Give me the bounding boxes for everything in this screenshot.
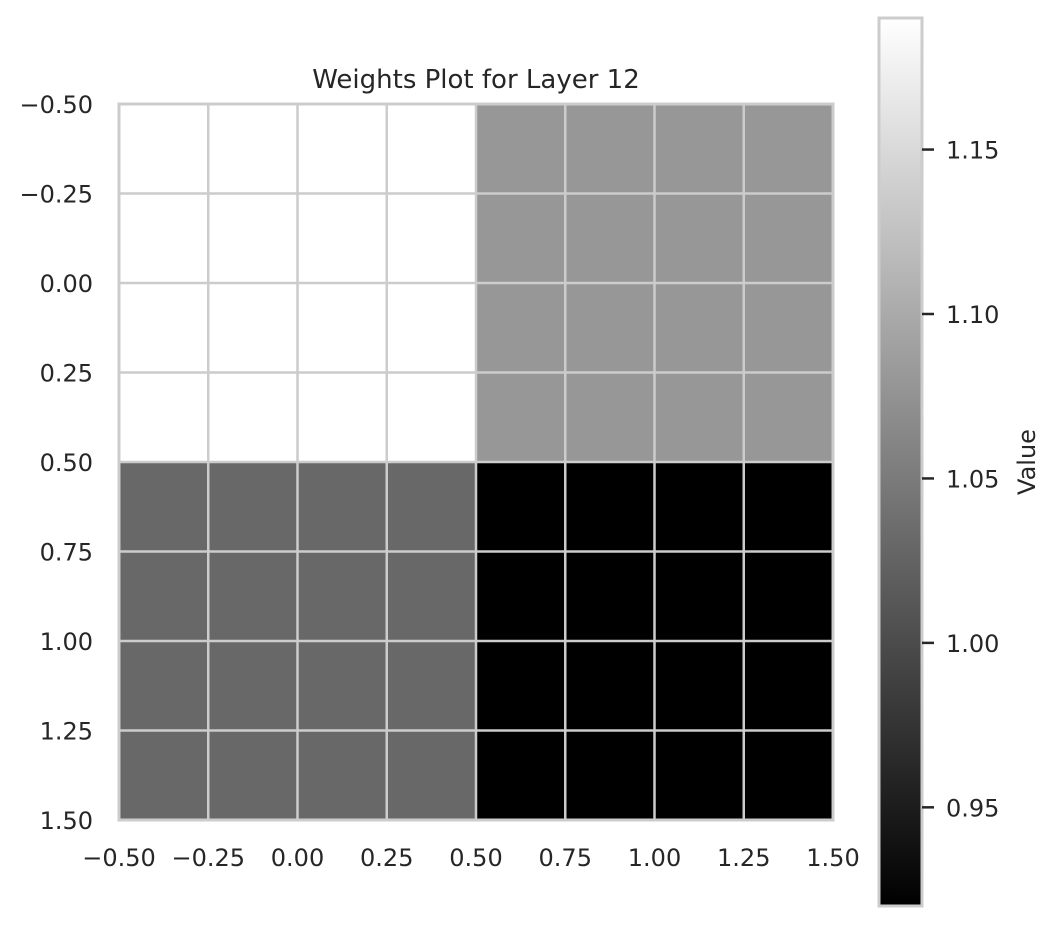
y-tick-label: 0.00 <box>40 270 93 298</box>
x-tick-label: −0.50 <box>82 844 156 872</box>
plot-frame <box>117 102 835 822</box>
colorbar <box>877 16 924 908</box>
x-tick-label: 0.00 <box>271 844 324 872</box>
colorbar-tick-label: 1.05 <box>946 465 999 493</box>
x-axis: −0.50 −0.25 0.00 0.25 0.50 0.75 1.00 1.25 1.50 <box>82 844 859 872</box>
y-tick-label: −0.25 <box>19 181 93 209</box>
y-tick-label: 1.50 <box>40 807 93 835</box>
x-tick-label: 0.50 <box>449 844 502 872</box>
chart-title: Weights Plot for Layer 12 <box>312 65 640 95</box>
colorbar-tick-label: 1.00 <box>946 630 999 658</box>
y-tick-label: 1.00 <box>40 628 93 656</box>
y-tick-label: 0.50 <box>40 449 93 477</box>
y-tick-label: 1.25 <box>40 718 93 746</box>
x-tick-label: 0.75 <box>539 844 592 872</box>
x-tick-label: −0.25 <box>171 844 245 872</box>
colorbar-tick-label: 1.15 <box>946 137 999 165</box>
colorbar-tick-label: 1.10 <box>946 301 999 329</box>
colorbar-ticks: 0.95 1.00 1.05 1.10 1.15 <box>922 137 999 822</box>
x-tick-label: 1.50 <box>806 844 859 872</box>
y-axis: −0.50 −0.25 0.00 0.25 0.50 0.75 1.00 1.25 1.50 <box>19 91 93 835</box>
colorbar-tick-label: 0.95 <box>946 794 999 822</box>
y-tick-label: −0.50 <box>19 91 93 119</box>
colorbar-label: Value <box>1013 429 1041 495</box>
y-tick-label: 0.25 <box>40 360 93 388</box>
x-tick-label: 0.25 <box>360 844 413 872</box>
x-tick-label: 1.25 <box>717 844 770 872</box>
y-tick-label: 0.75 <box>40 539 93 567</box>
x-tick-label: 1.00 <box>628 844 681 872</box>
